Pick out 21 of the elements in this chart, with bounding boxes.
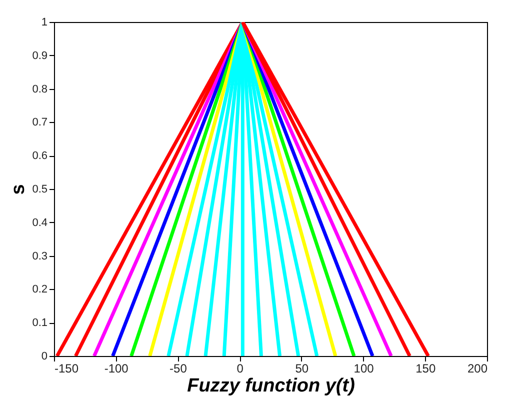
y-tick-label: 0.2 (32, 284, 48, 296)
y-tick-label: 0.9 (32, 50, 48, 62)
x-axis-title: Fuzzy function y(t) (187, 376, 355, 396)
x-tick-label: -50 (170, 362, 188, 376)
y-tick-label: 0.3 (32, 250, 48, 262)
x-tick-label: 150 (416, 362, 436, 376)
y-tick-label: 0.1 (32, 317, 48, 330)
y-tick-label: 0.5 (32, 184, 48, 196)
y-tick-label: 0.4 (32, 216, 48, 229)
y-tick-label: 0 (41, 350, 48, 362)
x-tick-label: 200 (467, 362, 488, 376)
x-tick-label: -100 (104, 362, 129, 376)
x-tick-label: 50 (295, 362, 309, 376)
y-tick-label: 1 (41, 16, 48, 28)
x-tick-label: 0 (236, 362, 244, 376)
y-tick-label: 0.8 (32, 83, 48, 96)
y-tick-label: 0.6 (32, 150, 48, 162)
y-axis-title: s (8, 184, 30, 195)
x-tick-label: 100 (354, 362, 374, 376)
x-tick-label: -150 (54, 362, 79, 376)
y-tick-label: 0.7 (32, 116, 48, 129)
